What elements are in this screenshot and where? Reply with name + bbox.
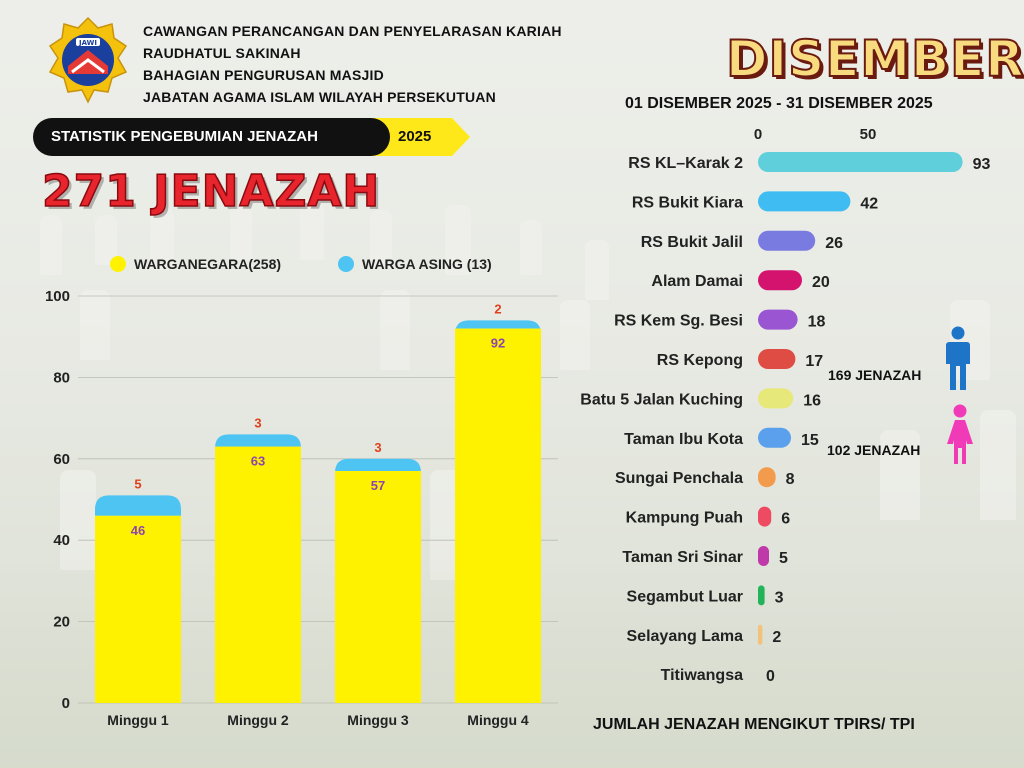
value-label: 6 [781,511,790,528]
value-label: 17 [805,353,823,370]
value-label: 16 [803,392,821,409]
category-label: Sungai Penchala [615,470,743,487]
x-axis-tick-label: 0 [754,126,762,143]
location-bar [758,467,776,488]
category-label: RS Bukit Kiara [632,194,743,211]
value-label: 5 [779,550,788,567]
x-axis-tick-label: 50 [860,126,877,143]
x-tick-label: Minggu 4 [467,712,529,728]
female-icon [946,404,974,466]
y-tick-label: 40 [53,532,70,549]
value-label: 18 [808,314,826,331]
bar-segment-warganegara [215,446,301,703]
value-label: 93 [973,156,991,173]
legend-item-warga-asing: WARGA ASING (13) [338,256,492,272]
bar-segment-warga-asing [95,495,181,516]
value-label: 20 [812,274,830,291]
location-bar [758,427,791,448]
value-label: 8 [786,471,795,488]
category-label: Titiwangsa [661,667,743,684]
value-label: 26 [825,235,843,252]
location-bar [758,585,765,606]
location-bar [758,506,772,527]
month-title: DISEMBER [725,29,1024,89]
data-label-warganegara: 57 [371,478,385,493]
bar-segment-warga-asing [335,458,421,473]
bar-segment-warganegara [335,471,421,703]
data-label-warga-asing: 3 [254,415,261,430]
category-label: Selayang Lama [627,628,744,645]
legend-label-warga-asing: WARGA ASING (13) [362,256,492,272]
x-tick-label: Minggu 3 [347,712,409,728]
location-bar [758,546,769,566]
value-label: 3 [775,589,784,606]
value-label: 0 [766,668,775,685]
category-label: Taman Sri Sinar [622,549,743,566]
y-tick-label: 0 [62,695,70,712]
value-label: 2 [772,629,781,646]
location-bar [758,624,763,645]
y-tick-label: 80 [53,369,70,386]
category-label: RS KL–Karak 2 [628,155,743,172]
male-icon [945,326,971,392]
bar-segment-warga-asing [455,320,541,335]
org-line-2: RAUDHATUL SAKINAH [143,45,301,61]
category-label: RS Bukit Jalil [641,234,743,251]
female-count: 102 JENAZAH [827,442,921,458]
date-range: 01 DISEMBER 2025 - 31 DISEMBER 2025 [625,95,933,112]
value-label: 42 [860,195,878,212]
legend-swatch-warga-asing [338,256,354,272]
stat-title: STATISTIK PENGEBUMIAN JENAZAH [51,128,318,145]
value-label: 15 [801,432,819,449]
location-bar [758,191,851,212]
x-tick-label: Minggu 2 [227,712,289,728]
category-label: RS Kepong [657,352,743,369]
chart-legend: WARGANEGARA(258) WARGA ASING (13) [0,256,560,280]
data-label-warganegara: 46 [131,523,145,538]
x-tick-label: Minggu 1 [107,712,169,728]
category-label: Segambut Luar [627,588,743,605]
category-label: Batu 5 Jalan Kuching [580,391,743,408]
legend-label-warganegara: WARGANEGARA(258) [134,256,282,272]
org-line-1: CAWANGAN PERANCANGAN DAN PENYELARASAN KA… [143,23,562,39]
legend-swatch-warganegara [110,256,126,272]
year-label: 2025 [398,128,432,145]
male-count: 169 JENAZAH [828,367,922,383]
bar-segment-warganegara [95,515,181,703]
category-label: Alam Damai [651,273,743,290]
y-tick-label: 60 [53,451,70,468]
bar-segment-warganegara [455,328,541,703]
jawi-logo: JAWI [46,14,130,106]
location-bar [758,152,963,172]
y-tick-label: 100 [45,288,70,305]
y-tick-label: 20 [53,614,70,631]
bar-segment-warga-asing [215,434,301,449]
data-label-warga-asing: 2 [494,301,501,316]
data-label-warganegara: 92 [491,336,505,351]
category-label: Taman Ibu Kota [624,431,743,448]
total-count: 271 JENAZAH [41,165,381,218]
legend-item-warganegara: WARGANEGARA(258) [110,256,281,272]
weekly-bar-chart: 0 20 40 60 80 100 5 46 Minggu 1 3 63 Minggu 2 3 57 Min… [45,288,558,728]
location-bar [758,349,796,369]
category-label: Kampung Puah [626,510,743,527]
location-bar [758,270,802,291]
location-bar [758,230,816,251]
data-label-warganegara: 63 [251,454,265,469]
organization-lines: CAWANGAN PERANCANGAN DAN PENYELARASAN KA… [143,20,562,108]
data-label-warga-asing: 3 [374,440,381,455]
footer-caption: JUMLAH JENAZAH MENGIKUT TPIRS/ TPI [593,716,915,733]
stat-title-pill: STATISTIK PENGEBUMIAN JENAZAH [33,118,390,156]
location-bar [758,388,794,409]
logo-text: JAWI [78,39,97,47]
org-line-3: BAHAGIAN PENGURUSAN MASJID [143,67,384,83]
category-label: RS Kem Sg. Besi [614,313,743,330]
data-label-warga-asing: 5 [134,476,141,491]
org-line-4: JABATAN AGAMA ISLAM WILAYAH PERSEKUTUAN [143,89,496,105]
location-bar [758,309,798,330]
